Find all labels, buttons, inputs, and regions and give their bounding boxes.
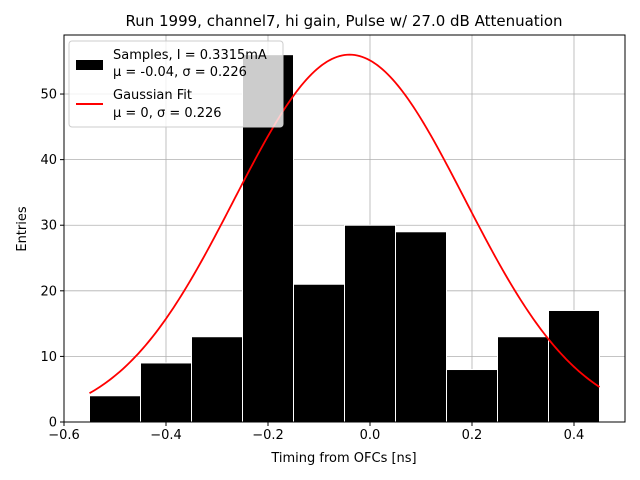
- histogram-bar: [446, 369, 498, 423]
- histogram-bars: [89, 54, 600, 423]
- x-tick-label: 0.4: [564, 428, 585, 443]
- y-tick-label: 40: [40, 153, 57, 168]
- gaussian-fit-line: [89, 53, 601, 394]
- y-tick-label: 0: [49, 416, 57, 431]
- legend: Samples, I = 0.3315mA μ = -0.04, σ = 0.2…: [68, 40, 284, 128]
- x-tick-label: −0.4: [150, 428, 182, 443]
- y-tick-label: 30: [40, 219, 57, 234]
- gaussian-fit: [89, 53, 601, 394]
- y-tick-label: 50: [40, 88, 57, 103]
- legend-stats-samples: μ = -0.04, σ = 0.226: [113, 65, 247, 80]
- legend-stats-fit: μ = 0, σ = 0.226: [113, 106, 222, 121]
- x-axis-title: Timing from OFCs [ns]: [270, 451, 416, 466]
- y-tick-label: 20: [40, 284, 57, 299]
- plot-frame: [63, 34, 626, 423]
- x-tick-label: −0.2: [252, 428, 284, 443]
- histogram-bar: [140, 362, 192, 423]
- x-tick-label: −0.6: [48, 428, 80, 443]
- histogram-bar: [293, 283, 345, 423]
- x-tick-label: 0.2: [462, 428, 483, 443]
- histogram-bar: [191, 336, 243, 423]
- histogram-bar: [395, 231, 447, 423]
- chart-title: Run 1999, channel7, hi gain, Pulse w/ 27…: [125, 12, 562, 30]
- y-axis-title: Entries: [15, 206, 30, 252]
- legend-box: [68, 40, 284, 128]
- histogram-bar: [344, 224, 396, 423]
- legend-label-fit: Gaussian Fit: [113, 88, 192, 103]
- histogram-bar: [497, 336, 549, 423]
- histogram-bar: [89, 395, 141, 423]
- legend-label-samples: Samples, I = 0.3315mA: [113, 48, 267, 63]
- axis-ticks: −0.6 −0.4 −0.2 0.0 0.2 0.4 0 10 20 30 40 50: [40, 88, 584, 443]
- y-tick-label: 10: [40, 350, 57, 365]
- legend-swatch-samples: [76, 60, 103, 70]
- x-tick-label: 0.0: [360, 428, 381, 443]
